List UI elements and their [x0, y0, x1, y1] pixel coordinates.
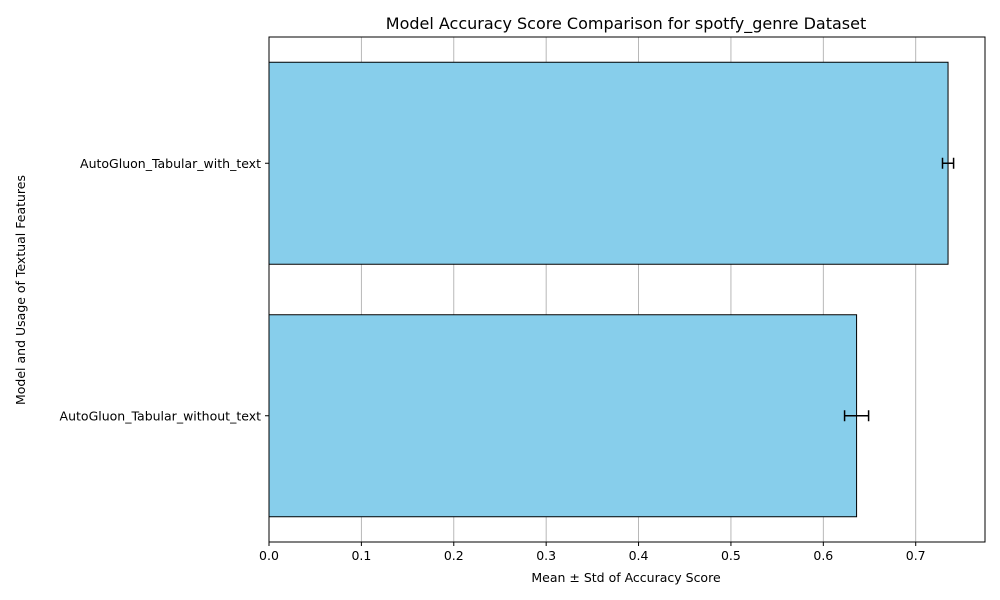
- x-tick-label: 0.1: [351, 548, 371, 563]
- x-tick-label: 0.5: [721, 548, 741, 563]
- error-bar: [941, 157, 955, 169]
- x-tick-label: 0.6: [813, 548, 833, 563]
- x-tick-label: 0.0: [259, 548, 279, 563]
- error-bars: [843, 157, 955, 422]
- y-tick-label: AutoGluon_Tabular_without_text: [60, 408, 262, 423]
- bar: [268, 314, 858, 518]
- bars: [268, 61, 949, 518]
- y-axis-label: Model and Usage of Textual Features: [13, 175, 28, 405]
- x-axis-ticks: 0.0 0.1 0.2 0.3 0.4 0.5 0.6 0.7: [259, 542, 926, 563]
- y-tick-label: AutoGluon_Tabular_with_text: [80, 156, 261, 171]
- plot-area-frame: [268, 36, 986, 543]
- y-axis-ticks: AutoGluon_Tabular_with_text AutoGluon_Tab…: [60, 156, 269, 423]
- x-tick-label: 0.3: [536, 548, 556, 563]
- x-tick-label: 0.7: [906, 548, 926, 563]
- x-tick-label: 0.2: [444, 548, 464, 563]
- chart-title: Model Accuracy Score Comparison for spot…: [386, 14, 866, 34]
- bar: [268, 61, 949, 265]
- x-axis-label: Mean ± Std of Accuracy Score: [531, 570, 721, 585]
- x-tick-label: 0.4: [629, 548, 649, 563]
- error-bar: [843, 410, 870, 422]
